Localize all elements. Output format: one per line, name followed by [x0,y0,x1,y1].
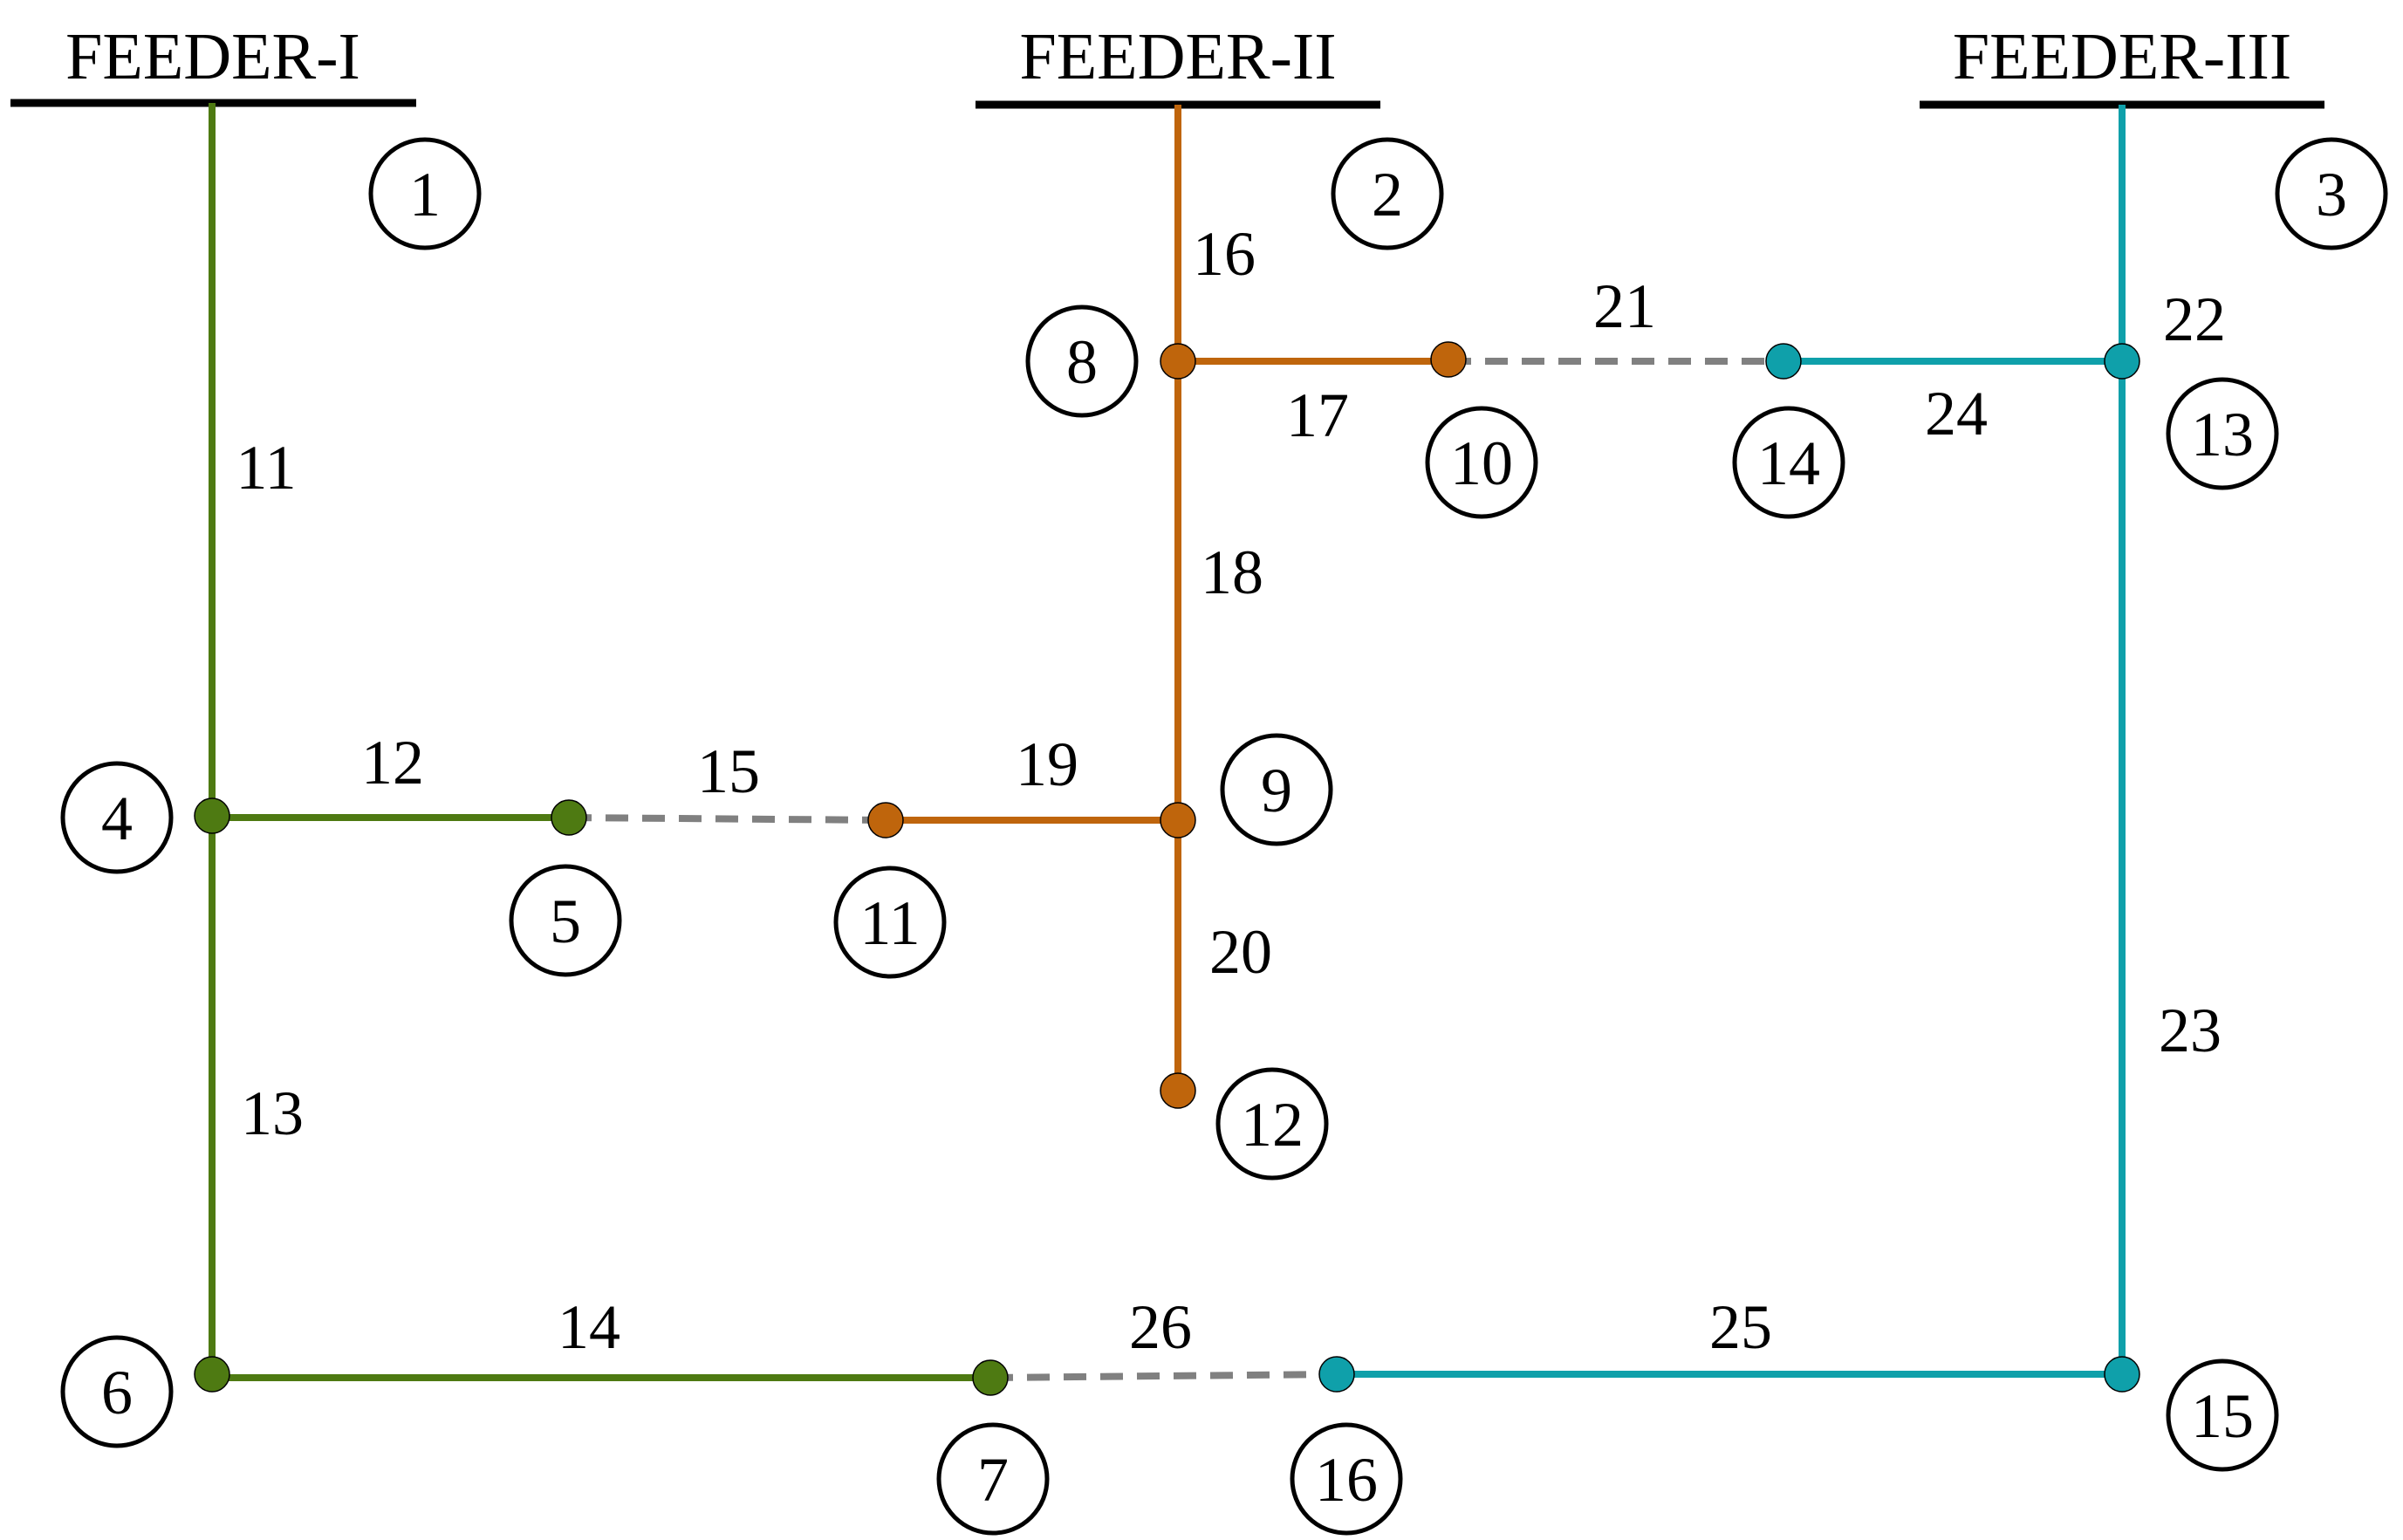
node-circle-11 [833,866,947,979]
node-label-3: 3 [2316,160,2347,229]
node-label-9: 9 [1261,756,1292,825]
node-label-7: 7 [977,1445,1009,1515]
node-circle-7 [936,1422,1050,1536]
branch-label-15: 15 [697,736,760,806]
branch-label-19: 19 [1016,729,1078,799]
feeder-3-label: FEEDER-III [1953,20,2291,93]
feeder-1-label: FEEDER-I [65,20,360,93]
node-label-13: 13 [2191,400,2254,469]
node-circle-16 [1290,1422,1403,1536]
node-circle-6 [60,1335,174,1448]
branch-label-20: 20 [1209,917,1272,987]
node-circle-12 [1215,1067,1329,1181]
branch-label-25: 25 [1709,1292,1772,1362]
branch-label-21: 21 [1593,271,1656,341]
node-label-16: 16 [1315,1445,1378,1515]
node-label-12: 12 [1241,1090,1304,1160]
branch-label-23: 23 [2159,996,2222,1065]
node-label-4: 4 [101,784,133,853]
node-label-2: 2 [1372,160,1403,229]
node-label-14: 14 [1757,428,1820,498]
branch-label-11: 11 [236,433,296,503]
node-circle-15 [2166,1359,2279,1472]
node-circle-1 [368,137,482,250]
branch-label-12: 12 [361,728,424,797]
branch-label-26: 26 [1129,1292,1192,1362]
junction-dot-4 [194,797,230,834]
node-circle-13 [2166,377,2279,490]
junction-dot-10 [1430,341,1467,378]
branch-label-18: 18 [1201,537,1263,607]
node-circle-3 [2275,137,2388,250]
junction-dot-12 [1160,1072,1196,1109]
node-label-8: 8 [1066,327,1098,397]
junction-dot-16 [1318,1356,1355,1393]
junction-dot-6 [194,1356,230,1393]
node-circle-8 [1025,305,1139,418]
branch-label-24: 24 [1925,379,1988,448]
junction-dot-5 [551,799,587,836]
node-circle-4 [60,761,174,874]
node-label-1: 1 [409,160,441,229]
tie-line-15 [568,814,887,824]
tie-line-26 [989,1371,1338,1381]
junction-dot-15 [2104,1356,2140,1393]
node-label-5: 5 [550,886,581,956]
junction-dot-13 [2104,343,2140,380]
node-label-11: 11 [859,888,920,958]
node-circle-5 [509,864,622,977]
branch-label-13: 13 [241,1078,304,1148]
junction-dot-9 [1160,802,1196,838]
node-circle-10 [1425,406,1538,519]
junction-dot-8 [1160,343,1196,380]
junction-dot-14 [1765,343,1802,380]
node-label-15: 15 [2191,1381,2254,1451]
node-circle-9 [1220,733,1333,846]
branch-label-22: 22 [2163,284,2226,354]
node-circle-2 [1331,137,1444,250]
junction-dot-11 [867,802,904,838]
node-circle-14 [1732,406,1845,519]
branch-label-16: 16 [1193,219,1256,289]
junction-dot-7 [972,1359,1009,1396]
branch-label-17: 17 [1286,380,1349,450]
branch-label-14: 14 [558,1292,620,1362]
feeder-2-label: FEEDER-II [1019,20,1336,93]
node-label-6: 6 [101,1358,133,1427]
node-label-10: 10 [1450,428,1513,498]
